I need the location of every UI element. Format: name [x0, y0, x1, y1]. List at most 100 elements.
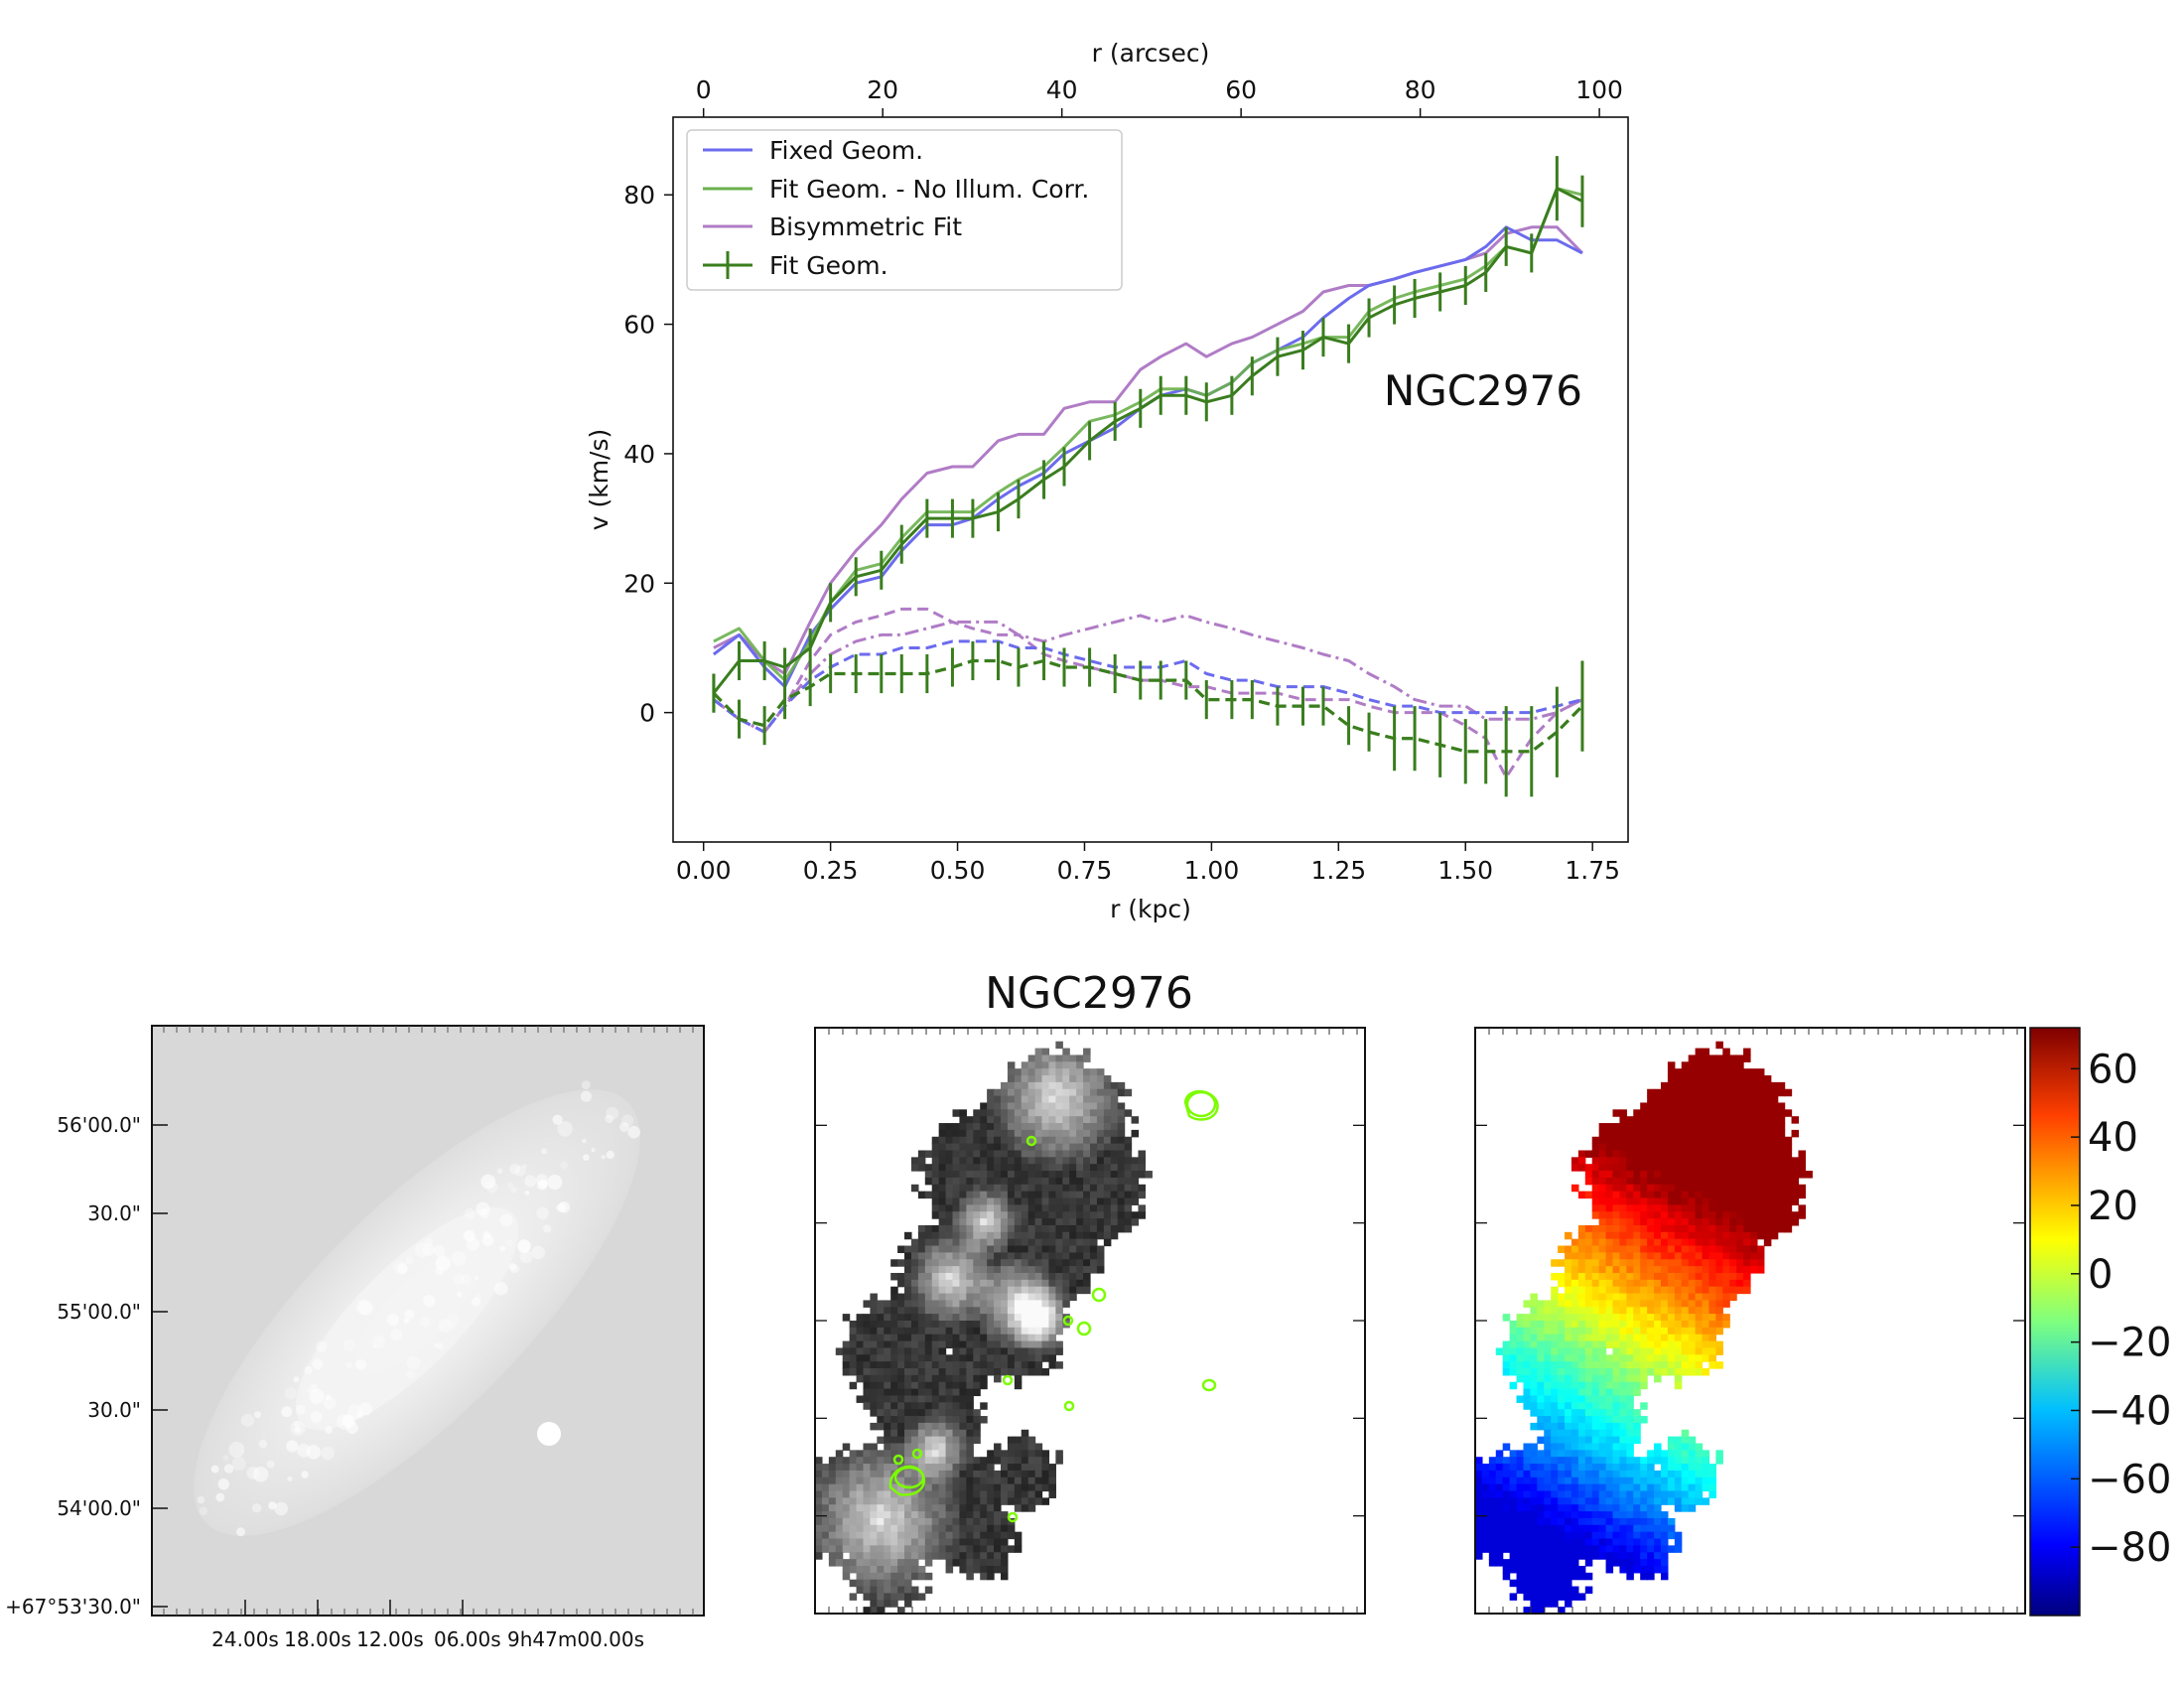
- intensity-pixel: [952, 1409, 961, 1417]
- intensity-pixel: [1027, 1293, 1036, 1302]
- velocity-pixel: [1702, 1218, 1710, 1226]
- intensity-pixel: [856, 1517, 865, 1526]
- intensity-pixel: [1000, 1477, 1009, 1485]
- intensity-pixel: [877, 1395, 885, 1403]
- velocity-pixel: [1591, 1272, 1600, 1281]
- intensity-pixel: [1048, 1340, 1056, 1349]
- intensity-pixel: [931, 1340, 940, 1349]
- velocity-pixel: [1570, 1511, 1579, 1519]
- intensity-pixel: [842, 1347, 851, 1355]
- intensity-pixel: [1000, 1088, 1009, 1097]
- velocity-pixel: [1612, 1143, 1621, 1152]
- velocity-pixel: [1674, 1286, 1683, 1295]
- velocity-pixel: [1619, 1436, 1627, 1445]
- intensity-pixel: [815, 1457, 823, 1465]
- velocity-pixel: [1551, 1593, 1559, 1601]
- intensity-pixel: [924, 1464, 933, 1472]
- velocity-pixel: [1708, 1095, 1716, 1104]
- velocity-pixel: [1715, 1061, 1723, 1069]
- intensity-pixel: [917, 1327, 926, 1336]
- velocity-pixel: [1647, 1252, 1655, 1260]
- intensity-pixel: [1027, 1061, 1036, 1069]
- velocity-pixel: [1708, 1314, 1716, 1322]
- velocity-pixel: [1584, 1177, 1593, 1186]
- intensity-pixel: [1000, 1450, 1009, 1458]
- intensity-pixel: [1027, 1075, 1036, 1083]
- velocity-pixel: [1770, 1088, 1779, 1097]
- intensity-pixel: [1048, 1334, 1056, 1342]
- intensity-pixel: [1110, 1143, 1119, 1152]
- intensity-pixel: [842, 1511, 851, 1519]
- intensity-pixel: [945, 1340, 954, 1349]
- intensity-pixel: [987, 1231, 995, 1240]
- velocity-pixel: [1558, 1334, 1566, 1342]
- velocity-pixel: [1640, 1470, 1648, 1478]
- intensity-pixel: [835, 1559, 844, 1567]
- optical-knot: [448, 1323, 456, 1330]
- intensity-pixel: [966, 1224, 974, 1233]
- intensity-pixel: [1041, 1095, 1050, 1104]
- velocity-pixel: [1570, 1368, 1579, 1376]
- velocity-pixel: [1674, 1272, 1683, 1281]
- intensity-pixel: [980, 1252, 988, 1260]
- velocity-pixel: [1626, 1504, 1634, 1512]
- velocity-pixel: [1702, 1129, 1710, 1138]
- optical-knot: [476, 1201, 490, 1216]
- intensity-pixel: [1124, 1197, 1133, 1205]
- intensity-pixel: [1124, 1157, 1133, 1165]
- velocity-pixel: [1722, 1286, 1730, 1295]
- optical-knot: [296, 1404, 306, 1415]
- velocity-pixel: [1708, 1088, 1716, 1097]
- intensity-pixel: [1096, 1136, 1105, 1145]
- velocity-pixel: [1605, 1538, 1614, 1546]
- intensity-pixel: [959, 1552, 967, 1560]
- velocity-pixel: [1537, 1354, 1545, 1362]
- intensity-pixel: [1014, 1177, 1023, 1186]
- intensity-contour: [892, 1454, 904, 1466]
- velocity-pixel: [1722, 1143, 1730, 1152]
- velocity-pixel: [1612, 1436, 1621, 1445]
- velocity-pixel: [1674, 1504, 1683, 1512]
- velocity-pixel: [1633, 1368, 1641, 1376]
- intensity-pixel: [1021, 1327, 1029, 1336]
- velocity-pixel: [1647, 1538, 1655, 1546]
- intensity-pixel: [904, 1388, 912, 1397]
- intensity-pixel: [1007, 1436, 1016, 1445]
- intensity-pixel: [952, 1136, 961, 1145]
- optical-knot: [591, 1148, 596, 1153]
- intensity-pixel: [910, 1457, 919, 1465]
- intensity-pixel: [931, 1224, 940, 1233]
- intensity-pixel: [1110, 1116, 1119, 1124]
- velocity-pixel: [1715, 1129, 1723, 1138]
- intensity-pixel: [1076, 1218, 1084, 1226]
- velocity-pixel: [1530, 1545, 1538, 1553]
- intensity-pixel: [1000, 1252, 1009, 1260]
- velocity-pixel: [1756, 1068, 1765, 1076]
- velocity-pixel: [1729, 1068, 1737, 1076]
- velocity-pixel: [1702, 1497, 1710, 1505]
- intensity-pixel: [952, 1245, 961, 1253]
- velocity-pixel: [1729, 1279, 1737, 1288]
- intensity-pixel: [1021, 1238, 1029, 1247]
- velocity-pixel: [1667, 1177, 1676, 1186]
- intensity-pixel: [917, 1524, 926, 1533]
- intensity-pixel: [1062, 1171, 1070, 1179]
- velocity-pixel: [1729, 1272, 1737, 1281]
- intensity-pixel: [1090, 1164, 1098, 1172]
- velocity-pixel: [1667, 1314, 1676, 1322]
- intensity-pixel: [1103, 1150, 1112, 1158]
- velocity-pixel: [1667, 1300, 1676, 1308]
- intensity-pixel: [1000, 1123, 1009, 1131]
- intensity-pixel: [828, 1538, 837, 1546]
- intensity-pixel: [1062, 1095, 1070, 1104]
- velocity-pixel: [1660, 1095, 1669, 1104]
- velocity-pixel: [1688, 1368, 1697, 1376]
- intensity-pixel: [1034, 1314, 1043, 1322]
- intensity-pixel: [1131, 1184, 1140, 1193]
- intensity-pixel: [910, 1490, 919, 1498]
- velocity-pixel: [1577, 1545, 1586, 1553]
- intensity-pixel: [890, 1559, 898, 1567]
- intensity-pixel: [1048, 1081, 1056, 1090]
- intensity-pixel: [904, 1374, 912, 1383]
- velocity-pixel: [1654, 1293, 1662, 1302]
